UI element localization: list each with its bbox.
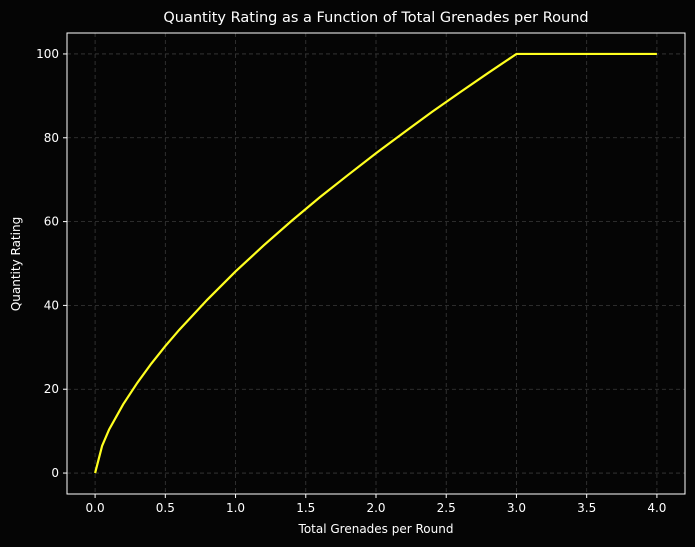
- chart-title: Quantity Rating as a Function of Total G…: [163, 10, 588, 26]
- y-tick-label: 20: [44, 382, 59, 396]
- y-tick-label: 0: [51, 466, 59, 480]
- x-tick-label: 2.5: [437, 501, 456, 515]
- x-tick-label: 0.5: [156, 501, 175, 515]
- y-tick-label: 40: [44, 298, 59, 312]
- x-tick-label: 2.0: [366, 501, 385, 515]
- plot-frame: [66, 32, 686, 495]
- y-tick-label: 60: [44, 215, 59, 229]
- x-tick-label: 1.0: [226, 501, 245, 515]
- y-axis-label: Quantity Rating: [9, 217, 23, 311]
- data-line: [94, 52, 657, 474]
- y-tick-label: 100: [36, 47, 59, 61]
- x-axis-label: Total Grenades per Round: [298, 522, 454, 536]
- x-tick-label: 3.5: [577, 501, 596, 515]
- x-tick-label: 1.5: [296, 501, 315, 515]
- x-tick-label: 4.0: [647, 501, 666, 515]
- y-tick-label: 80: [44, 131, 59, 145]
- x-tick-label: 0.0: [86, 501, 105, 515]
- x-tick-label: 3.0: [507, 501, 526, 515]
